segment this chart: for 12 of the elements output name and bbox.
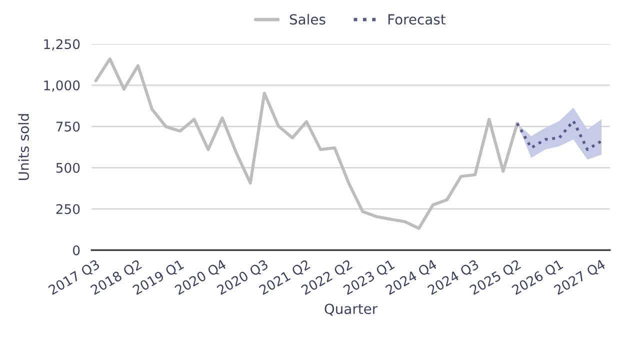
x-axis-title: Quarter [324, 304, 378, 316]
line-series [516, 120, 603, 151]
y-tick-label: 0 [73, 245, 80, 256]
y-tick-label: 1,250 [44, 39, 80, 50]
y-tick-label: 500 [56, 162, 80, 173]
line-series [94, 57, 519, 230]
y-tick-label: 750 [56, 122, 80, 132]
y-tick-label: 250 [56, 204, 80, 214]
y-axis-title: Units sold [18, 114, 29, 180]
legend-label: Forecast [388, 14, 446, 25]
y-tick-label: 1,000 [44, 80, 80, 92]
legend-label: Sales [290, 14, 326, 25]
